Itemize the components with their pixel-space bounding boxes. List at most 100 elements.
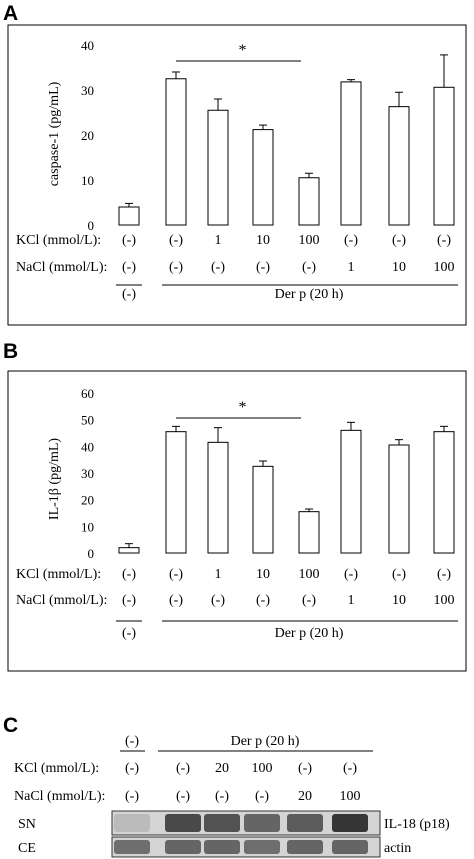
condition-cell: (-) [169,260,183,275]
condition-cell: (-) [122,593,136,608]
row-label: KCl (mmol/L): [16,567,101,582]
condition-cell: (-) [256,593,270,608]
blot-band [332,840,368,854]
panel-b: B IL-1β (pg/mL) 0 10 20 30 40 50 60 * KCl (mmo… [3,340,467,672]
condition-cell: 100 [252,761,273,776]
condition-cell: 10 [392,260,406,275]
panel-a-ylabel: caspase-1 (pg/mL) [47,81,62,186]
condition-cell: (-) [169,233,183,248]
condition-cell: (-) [211,260,225,275]
condition-cell: (-) [302,593,316,608]
y-tick-label: 10 [81,173,94,188]
row-label: NaCl (mmol/L): [16,260,107,275]
y-tick-label: 10 [81,519,94,534]
bar [252,129,274,226]
bar [118,206,140,226]
panel-c: C (-) Der p (20 h) KCl (mmol/L): (-) (-) 20 1… [3,714,450,858]
blot-band [244,840,280,854]
bar [433,431,455,554]
condition-cell: 1 [215,233,222,248]
y-tick-label: 40 [81,439,94,454]
treated-group-label: Der p (20 h) [275,287,344,302]
panel-a-condition-table: KCl (mmol/L): (-) (-) 1 10 100 (-) (-) (-) NaCl (… [16,233,455,275]
bar [340,81,362,226]
bar [433,86,455,226]
bar [207,441,229,554]
panel-a-yticks: 0 10 20 30 40 [81,38,94,233]
row-label: NaCl (mmol/L): [16,593,107,608]
y-tick-label: 60 [81,386,94,401]
blot-groups: (-) Der p (20 h) [120,734,373,752]
blot-row-label: CE [18,841,36,856]
condition-cell: 1 [215,567,222,582]
row-label: NaCl (mmol/L): [14,789,105,804]
blot-condition-table: KCl (mmol/L): (-) (-) 20 100 (-) (-) NaCl (mmol… [14,761,361,804]
y-tick-label: 0 [88,218,95,233]
condition-cell: (-) [256,260,270,275]
y-tick-label: 0 [88,546,95,561]
bar [298,511,320,554]
panel-b-yticks: 0 10 20 30 40 50 60 [81,386,94,561]
panel-b-significance: * [176,399,301,419]
blot-band [204,814,240,832]
treated-group-label: Der p (20 h) [275,626,344,641]
condition-cell: (-) [125,761,139,776]
condition-cell: (-) [437,233,451,248]
condition-cell: (-) [392,233,406,248]
condition-cell: (-) [169,567,183,582]
control-group-label: (-) [122,287,136,302]
y-tick-label: 50 [81,413,94,428]
condition-cell: (-) [344,233,358,248]
control-group-label: (-) [125,734,139,749]
row-label: KCl (mmol/L): [14,761,99,776]
bar [252,465,274,554]
treated-group-label: Der p (20 h) [231,734,300,749]
bar [118,547,140,554]
condition-cell: (-) [122,567,136,582]
bar [165,431,187,554]
blot-band-label: actin [384,841,411,856]
blot-band [165,840,201,854]
condition-cell: (-) [298,761,312,776]
bar [388,444,410,554]
blot-band [287,814,323,832]
condition-cell: 20 [298,789,312,804]
blot-band [287,840,323,854]
condition-cell: (-) [125,789,139,804]
bar [165,78,187,226]
condition-cell: 20 [215,761,229,776]
panel-b-groups: (-) Der p (20 h) [116,620,458,641]
condition-cell: (-) [392,567,406,582]
condition-cell: (-) [211,593,225,608]
condition-cell: 10 [256,567,270,582]
blot-band [165,814,201,832]
panel-b-condition-table: KCl (mmol/L): (-) (-) 1 10 100 (-) (-) (-) NaCl (… [16,567,455,608]
blot-band [114,840,150,854]
panel-b-letter: B [3,340,18,363]
panel-a-groups: (-) Der p (20 h) [116,284,458,302]
row-label: KCl (mmol/L): [16,233,101,248]
condition-cell: 100 [340,789,361,804]
condition-cell: 100 [434,593,455,608]
blot-bands: SN IL-18 (p18) CE actin [18,810,450,858]
panel-a-bars [118,78,455,226]
significance-marker: * [239,399,247,416]
panel-a: A caspase-1 (pg/mL) 0 10 20 30 40 * KCl (mmo… [3,2,467,326]
blot-band [114,814,150,832]
panel-a-letter: A [3,2,18,25]
condition-cell: (-) [169,593,183,608]
panel-b-error-bars [125,421,448,548]
y-tick-label: 30 [81,83,94,98]
blot-band [204,840,240,854]
condition-cell: (-) [122,260,136,275]
condition-cell: 10 [392,593,406,608]
bar [340,429,362,554]
condition-cell: (-) [344,567,358,582]
panel-a-error-bars [125,54,448,207]
bar [388,106,410,226]
panel-b-bars [118,429,455,554]
y-tick-label: 20 [81,128,94,143]
control-group-label: (-) [122,626,136,641]
significance-marker: * [239,42,247,59]
